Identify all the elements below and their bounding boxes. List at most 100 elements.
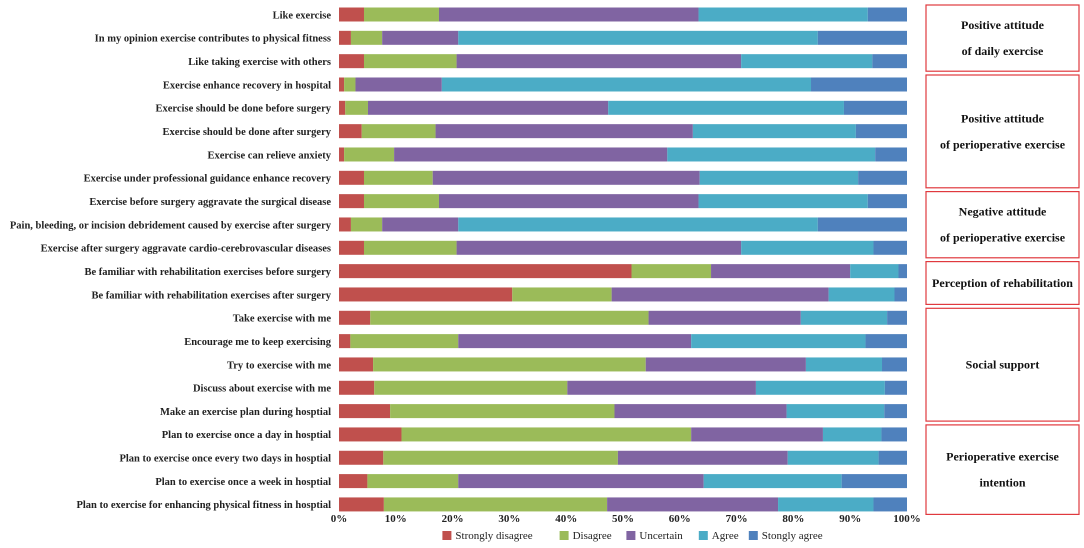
legend-swatch xyxy=(626,531,636,540)
bar-segment xyxy=(786,404,885,419)
group-box xyxy=(925,261,1080,306)
bar-segment xyxy=(611,287,829,302)
bar-segment xyxy=(692,124,856,139)
bar-segment xyxy=(441,77,812,92)
category-label: Encourage me to keep exercising xyxy=(184,337,332,348)
bar-segment xyxy=(698,7,868,22)
legend-label: Agree xyxy=(712,530,739,542)
bar-segment xyxy=(339,170,364,185)
legend-swatch xyxy=(442,531,452,540)
group-label: Social support xyxy=(966,358,1040,372)
bar-segment xyxy=(438,194,699,209)
group-label: Positive attitude xyxy=(961,111,1045,125)
bar-segment xyxy=(344,77,356,92)
bar-segment xyxy=(339,287,513,302)
bar-segment xyxy=(458,217,818,232)
x-tick-label: 40% xyxy=(555,513,577,525)
bar-segment xyxy=(390,404,615,419)
bar-segment xyxy=(367,474,459,489)
x-tick-label: 80% xyxy=(782,513,804,525)
bar-segment xyxy=(345,100,368,115)
bar-segment xyxy=(339,427,402,442)
category-label: Exercise after surgery aggravate cardio-… xyxy=(41,244,331,255)
bar-segment xyxy=(648,310,801,325)
bar-segment xyxy=(645,357,806,372)
bar-segment xyxy=(373,357,646,372)
bar-segment xyxy=(841,474,907,489)
category-label: Be familiar with rehabilitation exercise… xyxy=(84,267,331,278)
bar-segment xyxy=(865,334,907,349)
bar-segment xyxy=(339,264,632,279)
bar-segment xyxy=(755,380,885,395)
bar-segment xyxy=(339,334,351,349)
bar-segment xyxy=(363,194,439,209)
group-label: Negative attitude xyxy=(959,205,1047,219)
group-label: of perioperative exercise xyxy=(940,231,1066,245)
bar-segment xyxy=(339,194,364,209)
category-label: Exercise under professional guidance enh… xyxy=(84,174,332,185)
bar-segment xyxy=(339,404,391,419)
bar-segment xyxy=(850,264,899,279)
category-label: Plan to exercise once a week in hosptial xyxy=(155,477,331,488)
category-label: Plan to exercise once a day in hosptial xyxy=(162,430,331,441)
category-label: Exercise should be done after surgery xyxy=(163,127,332,138)
bar-segment xyxy=(711,264,851,279)
bar-segment xyxy=(617,450,788,465)
legend: Strongly disagree Disagree Uncertain Agree S… xyxy=(442,530,823,542)
legend-label: Strongly disagree xyxy=(455,530,532,542)
bar-segment xyxy=(339,380,375,395)
group-box xyxy=(925,4,1080,72)
category-label: Be familiar with rehabilitation exercise… xyxy=(91,290,331,301)
bar-segment xyxy=(344,147,395,162)
x-tick-label: 70% xyxy=(726,513,748,525)
category-label: Exercise can relieve anxiety xyxy=(207,150,331,161)
bar-segment xyxy=(873,497,907,512)
bar-segment xyxy=(822,427,882,442)
bar-segment xyxy=(878,450,907,465)
bar-segment xyxy=(339,310,371,325)
bar-segment xyxy=(817,217,907,232)
category-label: In my opinion exercise contributes to ph… xyxy=(95,34,331,45)
bar-segment xyxy=(339,30,351,45)
group-box xyxy=(925,191,1080,259)
bar-segment xyxy=(882,357,907,372)
x-tick-label: 30% xyxy=(498,513,520,525)
bar-segment xyxy=(800,310,888,325)
bar-segment xyxy=(691,427,823,442)
bar-segment xyxy=(898,264,907,279)
group-label: of perioperative exercise xyxy=(940,137,1066,151)
group-label: Positive attitude xyxy=(961,18,1045,32)
bar-segment xyxy=(374,380,568,395)
bar-segment xyxy=(631,264,712,279)
group-label: of daily exercise xyxy=(962,44,1044,58)
category-label: Exercise should be done before surgery xyxy=(156,104,332,115)
bar-segment xyxy=(339,124,362,139)
x-tick-label: 20% xyxy=(442,513,464,525)
legend-swatch xyxy=(559,531,569,540)
category-label: Like exercise xyxy=(273,10,332,21)
bar-segment xyxy=(339,7,364,22)
bar-segment xyxy=(363,170,433,185)
group-label: intention xyxy=(979,476,1025,490)
bar-segment xyxy=(875,147,907,162)
bar-segment xyxy=(438,7,699,22)
bar-segment xyxy=(370,310,649,325)
legend-label: Uncertain xyxy=(639,530,683,542)
group-box xyxy=(925,307,1080,422)
x-tick-label: 0% xyxy=(331,513,348,525)
bar-segment xyxy=(339,357,374,372)
bar-segment xyxy=(867,194,907,209)
bar-segment xyxy=(339,100,346,115)
legend-swatch xyxy=(748,531,758,540)
bar-segment xyxy=(363,54,457,69)
bar-segment xyxy=(432,170,700,185)
bar-segment xyxy=(691,334,866,349)
group-box xyxy=(925,74,1080,189)
bar-segment xyxy=(741,240,874,255)
x-tick-label: 50% xyxy=(612,513,634,525)
bar-segment xyxy=(367,100,609,115)
bar-segment xyxy=(382,30,459,45)
bar-segment xyxy=(867,7,907,22)
category-label: Make an exercise plan during hosptial xyxy=(160,407,331,418)
bar-segment xyxy=(383,450,618,465)
